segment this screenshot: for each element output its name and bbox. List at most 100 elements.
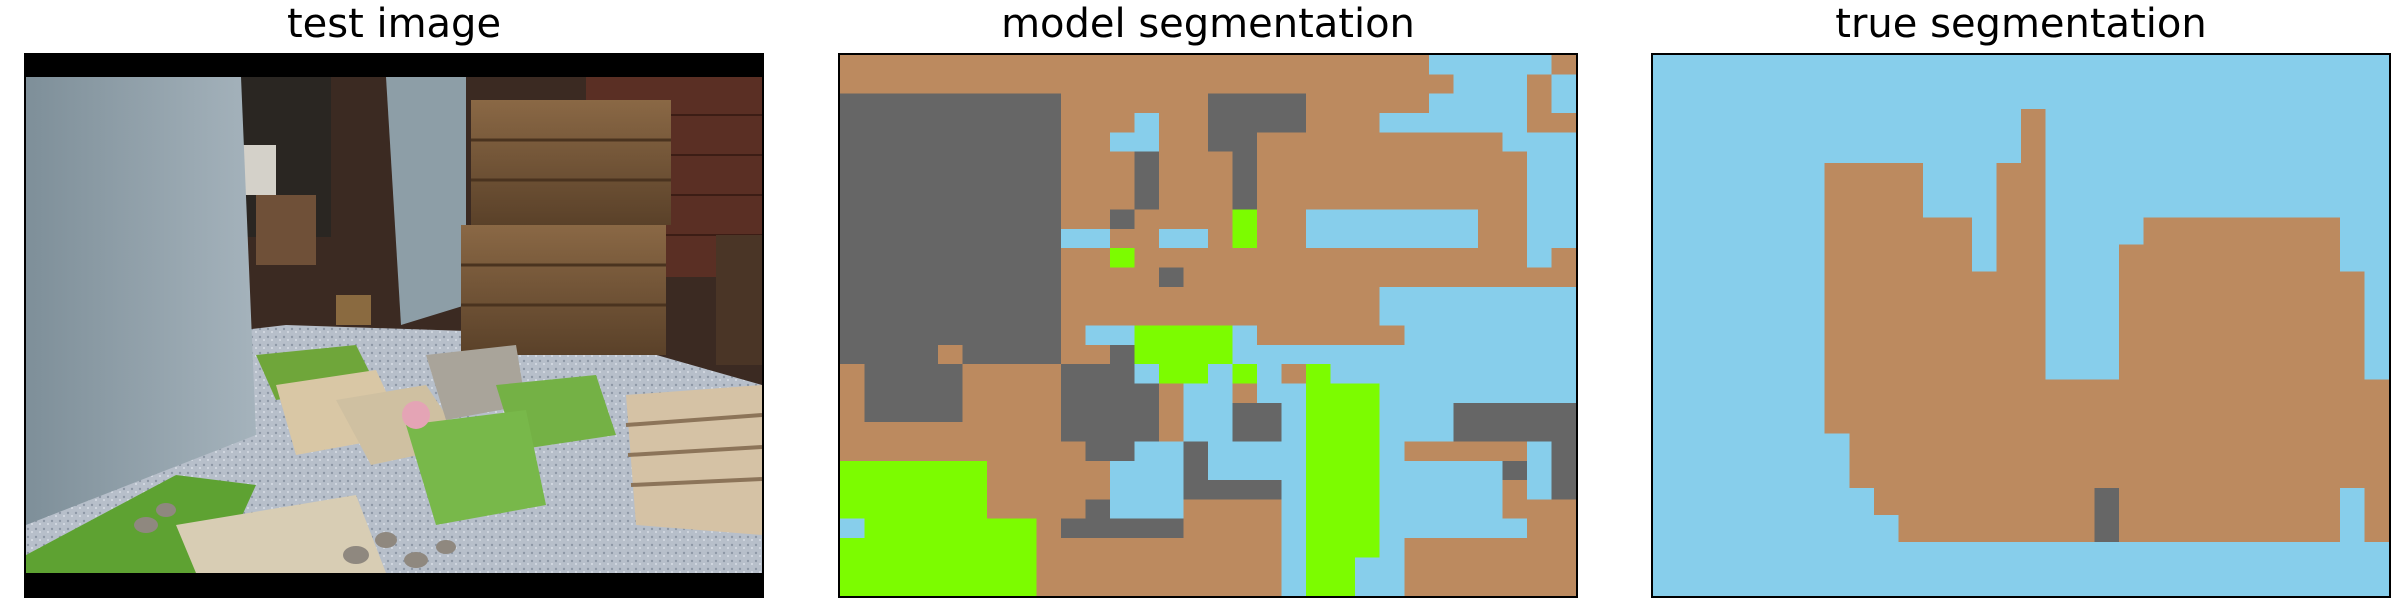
model-seg-cell-background <box>1551 93 1576 114</box>
true-seg-cell-background <box>1702 460 1728 489</box>
model-seg-cell-wall <box>987 228 1013 249</box>
model-seg-cell-background <box>1134 132 1160 152</box>
true-seg-cell-background <box>2045 217 2071 245</box>
model-seg-cell-grass <box>962 538 988 558</box>
model-seg-cell-grass <box>1232 209 1258 230</box>
true-seg-cell-box <box>1898 487 1924 516</box>
model-seg-cell-box <box>1330 170 1356 191</box>
true-seg-cell-background <box>2339 514 2365 543</box>
true-seg-cell-background <box>2339 55 2365 83</box>
model-seg-cell-background <box>1453 364 1479 384</box>
true-seg-cell-background <box>1775 82 1801 110</box>
true-seg-cell-background <box>1922 109 1948 137</box>
true-seg-cell-background <box>2094 352 2120 381</box>
model-seg-cell-box <box>1060 576 1086 596</box>
true-seg-cell-background <box>2217 55 2243 83</box>
true-seg-cell-box <box>2070 379 2096 408</box>
true-seg-cell-background <box>2168 190 2194 218</box>
model-seg-cell-wall <box>962 93 988 114</box>
model-seg-cell-wall <box>1060 364 1086 384</box>
model-seg-cell-box <box>962 441 988 462</box>
true-seg-cell-background <box>1726 568 1752 596</box>
true-seg-cell-box <box>2241 487 2267 516</box>
model-seg-cell-grass <box>840 480 866 500</box>
model-seg-cell-box <box>864 441 890 462</box>
true-seg-cell-box <box>2143 433 2169 462</box>
true-seg-cell-background <box>1653 271 1679 299</box>
true-seg-cell-box <box>2241 298 2267 327</box>
model-seg-cell-background <box>1453 460 1479 481</box>
model-seg-cell-wall <box>1109 518 1135 539</box>
model-seg-cell-background <box>1526 480 1552 500</box>
model-seg-cell-box <box>1208 306 1234 326</box>
model-seg-cell-grass <box>1355 383 1381 404</box>
model-seg-cell-box <box>1109 538 1135 558</box>
true-seg-cell-box <box>1947 406 1973 435</box>
model-seg-cell-grass <box>913 557 939 578</box>
model-seg-cell-grass <box>987 538 1013 558</box>
model-seg-cell-background <box>1477 286 1503 307</box>
true-seg-cell-background <box>2241 55 2267 83</box>
true-seg-cell-background <box>1800 541 1826 570</box>
model-seg-cell-box <box>1404 170 1430 191</box>
true-seg-cell-background <box>2192 568 2218 596</box>
model-seg-cell-grass <box>962 460 988 481</box>
true-seg-cell-box <box>2021 325 2047 354</box>
model-seg-cell-background <box>1428 344 1454 365</box>
model-seg-cell-box <box>1477 132 1503 152</box>
true-seg-cell-background <box>1898 55 1924 83</box>
model-seg-cell-background <box>1502 518 1528 539</box>
true-seg-cell-background <box>1971 190 1997 218</box>
model-seg-cell-wall <box>1134 151 1160 172</box>
model-seg-cell-background <box>1502 55 1528 75</box>
true-seg-cell-box <box>1996 325 2022 354</box>
model-seg-cell-background <box>1551 306 1576 326</box>
model-seg-cell-wall <box>1036 267 1062 288</box>
model-seg-cell-background <box>1281 441 1307 462</box>
model-seg-cell-box <box>1502 170 1528 191</box>
model-seg-cell-wall <box>840 325 866 346</box>
model-seg-cell-wall <box>987 190 1013 210</box>
model-seg-cell-background <box>1109 132 1135 152</box>
model-seg-cell-wall <box>938 209 964 230</box>
true-seg-cell-background <box>1800 406 1826 435</box>
true-seg-cell-background <box>1702 244 1728 272</box>
true-seg-cell-box <box>1849 163 1875 191</box>
model-seg-cell-background <box>1428 402 1454 423</box>
model-seg-cell-box <box>1060 286 1086 307</box>
true-seg-cell-box <box>1947 217 1973 245</box>
model-seg-cell-box <box>1085 55 1111 75</box>
model-seg-cell-box <box>1036 364 1062 384</box>
model-seg-cell-background <box>1477 306 1503 326</box>
model-seg-cell-background <box>1526 228 1552 249</box>
true-seg-cell-background <box>2315 163 2341 191</box>
model-seg-cell-wall <box>987 112 1013 133</box>
true-seg-cell-box <box>1947 487 1973 516</box>
model-seg-cell-background <box>1355 557 1381 578</box>
true-seg-cell-box <box>1996 487 2022 516</box>
model-seg-cell-box <box>1109 557 1135 578</box>
true-seg-cell-box <box>2315 352 2341 381</box>
model-seg-cell-box <box>1183 112 1209 133</box>
true-seg-cell-background <box>1677 298 1703 327</box>
model-seg-cell-wall <box>913 267 939 288</box>
model-seg-cell-box <box>962 364 988 384</box>
model-seg-cell-wall <box>938 306 964 326</box>
model-seg-cell-box <box>913 441 939 462</box>
true-seg-cell-background <box>2339 487 2365 516</box>
true-seg-cell-background <box>1677 109 1703 137</box>
true-seg-cell-box <box>2168 379 2194 408</box>
true-seg-cell-box <box>1996 379 2022 408</box>
model-seg-cell-box <box>1257 557 1283 578</box>
model-seg-cell-wall <box>864 151 890 172</box>
model-seg-cell-wall <box>1011 248 1037 268</box>
model-seg-cell-background <box>1428 306 1454 326</box>
model-seg-cell-wall <box>840 344 866 365</box>
model-seg-cell-box <box>1208 518 1234 539</box>
model-seg-cell-box <box>1183 248 1209 268</box>
true-seg-cell-box <box>2290 433 2316 462</box>
model-seg-cell-wall <box>1208 132 1234 152</box>
model-seg-cell-box <box>1379 170 1405 191</box>
model-seg-cell-background <box>1404 306 1430 326</box>
true-seg-cell-background <box>1726 109 1752 137</box>
